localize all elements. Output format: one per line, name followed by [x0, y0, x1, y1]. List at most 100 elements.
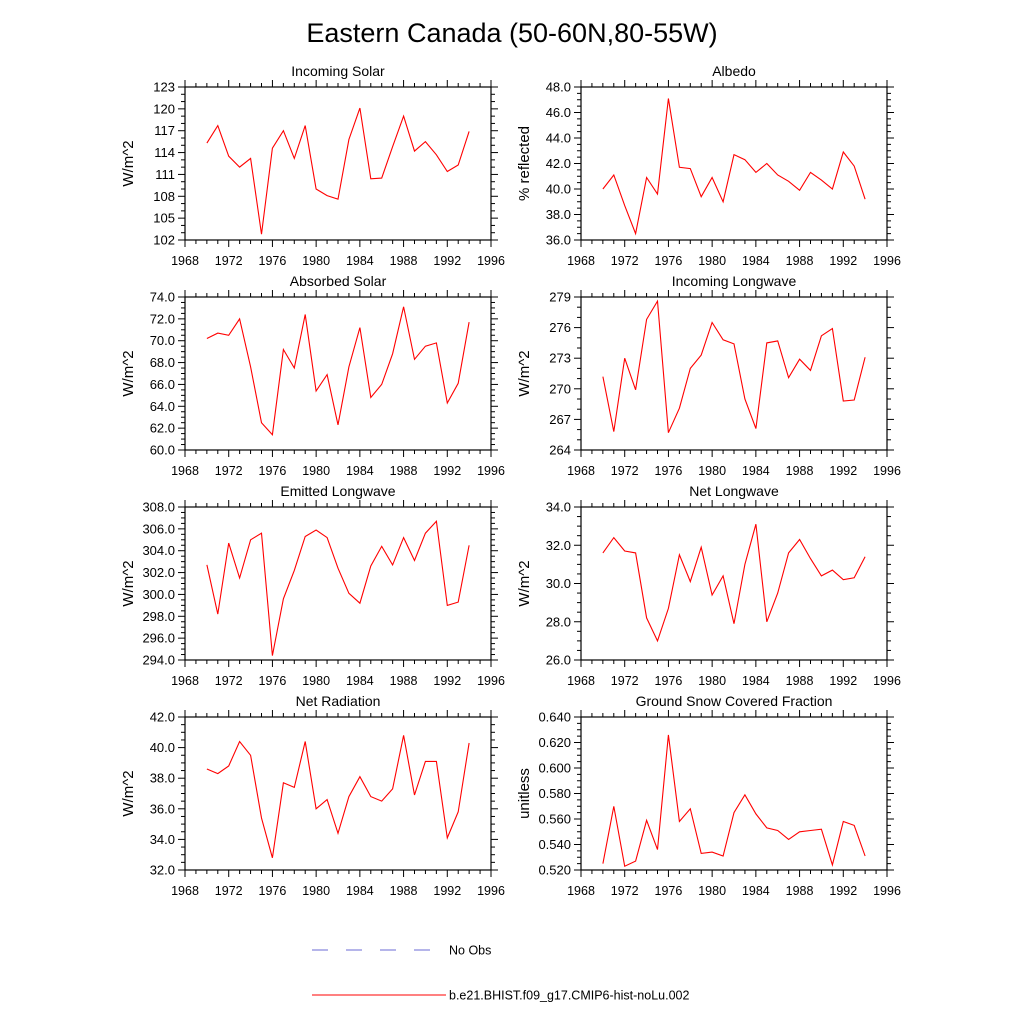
- x-tick-label: 1984: [742, 674, 770, 688]
- panel-8: Ground Snow Covered Fraction unitless 1968…: [516, 693, 901, 898]
- x-tick-label: 1984: [346, 884, 374, 898]
- x-tick-label: 1976: [655, 254, 683, 268]
- series-line: [206, 107, 470, 235]
- x-tick-label: 1984: [742, 884, 770, 898]
- y-tick-label: 40.0: [150, 740, 175, 755]
- panel-2: Albedo % reflected 1968 1972 1976 1980 1984 198…: [516, 63, 901, 268]
- y-tick-label: 0.540: [538, 837, 571, 852]
- x-tick-label: 1980: [698, 884, 726, 898]
- y-axis-label: % reflected: [516, 126, 533, 201]
- y-tick-label: 102: [153, 233, 175, 248]
- y-tick-label: 0.600: [538, 761, 571, 776]
- y-tick-label: 72.0: [150, 311, 175, 326]
- x-tick-label: 1972: [611, 884, 639, 898]
- x-tick-label: 1980: [302, 464, 330, 478]
- series-line: [602, 734, 866, 868]
- y-tick-label: 294.0: [142, 653, 175, 668]
- x-tick-label: 1992: [829, 464, 857, 478]
- y-tick-label: 34.0: [546, 500, 571, 515]
- y-axis-label: W/m^2: [516, 350, 533, 396]
- y-tick-label: 264: [549, 443, 571, 458]
- y-tick-label: 111: [155, 167, 175, 182]
- series-line: [602, 299, 866, 433]
- plot-frame: [580, 296, 888, 451]
- panel-title: Absorbed Solar: [290, 273, 387, 289]
- x-tick-label: 1980: [302, 884, 330, 898]
- plot-frame: [184, 86, 492, 241]
- plot-frame: [580, 86, 888, 241]
- y-tick-label: 0.640: [538, 710, 571, 725]
- y-tick-label: 36.0: [546, 233, 571, 248]
- y-tick-label: 300.0: [142, 587, 175, 602]
- x-tick-label: 1976: [259, 254, 287, 268]
- x-tick-label: 1976: [259, 674, 287, 688]
- y-tick-label: 28.0: [546, 614, 571, 629]
- y-tick-label: 273: [549, 351, 571, 366]
- x-tick-label: 1988: [390, 884, 418, 898]
- x-tick-label: 1996: [873, 464, 901, 478]
- panel-title: Albedo: [712, 63, 756, 79]
- panel-6: Net Longwave W/m^2 1968 1972 1976 1980 1984 198…: [516, 483, 901, 688]
- y-tick-label: 120: [153, 101, 175, 116]
- x-tick-label: 1984: [346, 254, 374, 268]
- x-tick-label: 1984: [346, 674, 374, 688]
- x-tick-label: 1980: [302, 254, 330, 268]
- y-tick-label: 70.0: [150, 333, 175, 348]
- y-tick-label: 30.0: [546, 576, 571, 591]
- panel-3: Absorbed Solar W/m^2 1968 1972 1976 1980 1984 1…: [120, 273, 505, 478]
- x-tick-label: 1968: [567, 254, 595, 268]
- panel-title: Net Longwave: [689, 483, 779, 499]
- x-tick-label: 1972: [611, 254, 639, 268]
- plot-frame: [184, 296, 492, 451]
- y-tick-label: 34.0: [150, 832, 175, 847]
- x-tick-label: 1984: [742, 464, 770, 478]
- x-tick-label: 1992: [829, 254, 857, 268]
- panel-title: Incoming Solar: [291, 63, 385, 79]
- x-tick-label: 1972: [215, 674, 243, 688]
- x-tick-label: 1988: [390, 464, 418, 478]
- panel-4: Incoming Longwave W/m^2 1968 1972 1976 1980 19…: [516, 273, 901, 478]
- x-tick-label: 1968: [171, 464, 199, 478]
- panel-5: Emitted Longwave W/m^2 1968 1972 1976 1980 198…: [120, 483, 505, 688]
- series-line: [206, 306, 470, 436]
- legend-obs-label: No Obs: [449, 944, 491, 958]
- series-line: [206, 519, 470, 656]
- chart-panels: Incoming Solar W/m^2 1968 1972 1976 1980 1984 1…: [120, 63, 901, 898]
- y-axis-label: unitless: [516, 768, 533, 819]
- y-tick-label: 0.620: [538, 735, 571, 750]
- x-tick-label: 1972: [611, 674, 639, 688]
- y-tick-label: 42.0: [150, 710, 175, 725]
- x-tick-label: 1972: [215, 254, 243, 268]
- plot-frame: [184, 506, 492, 661]
- y-axis-label: W/m^2: [120, 140, 137, 186]
- x-tick-label: 1980: [698, 254, 726, 268]
- legend-model-label: b.e21.BHIST.f09_g17.CMIP6-hist-noLu.002: [449, 989, 689, 1003]
- x-tick-label: 1992: [829, 674, 857, 688]
- x-tick-label: 1976: [259, 884, 287, 898]
- x-tick-label: 1968: [567, 884, 595, 898]
- x-tick-label: 1976: [655, 884, 683, 898]
- panel-title: Emitted Longwave: [280, 483, 395, 499]
- y-tick-label: 270: [549, 381, 571, 396]
- figure-title: Eastern Canada (50-60N,80-55W): [306, 18, 717, 48]
- y-tick-label: 32.0: [546, 538, 571, 553]
- y-tick-label: 0.560: [538, 812, 571, 827]
- x-tick-label: 1992: [433, 884, 461, 898]
- y-tick-label: 42.0: [546, 156, 571, 171]
- plot-frame: [580, 506, 888, 661]
- y-tick-label: 68.0: [150, 355, 175, 370]
- x-tick-label: 1968: [171, 884, 199, 898]
- x-tick-label: 1980: [698, 464, 726, 478]
- x-tick-label: 1996: [873, 254, 901, 268]
- x-tick-label: 1988: [786, 464, 814, 478]
- y-tick-label: 123: [153, 80, 175, 95]
- y-tick-label: 302.0: [142, 565, 175, 580]
- y-axis-label: W/m^2: [120, 770, 137, 816]
- y-tick-label: 44.0: [546, 131, 571, 146]
- x-tick-label: 1968: [171, 674, 199, 688]
- series-line: [602, 524, 866, 643]
- x-tick-label: 1972: [215, 884, 243, 898]
- x-tick-label: 1996: [873, 884, 901, 898]
- x-tick-label: 1972: [215, 464, 243, 478]
- y-tick-label: 298.0: [142, 609, 175, 624]
